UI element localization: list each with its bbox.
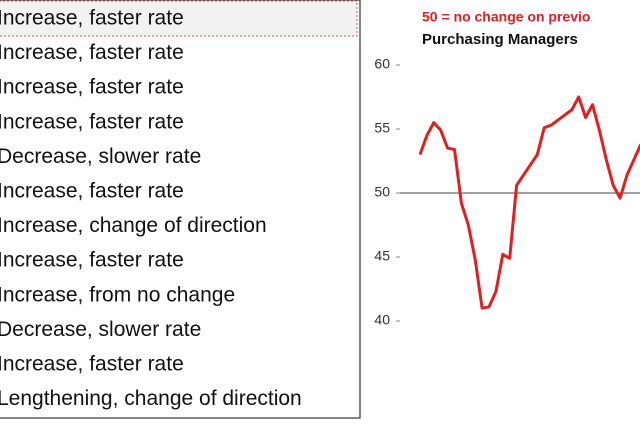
y-tick-label: 55 — [374, 120, 390, 136]
list-item[interactable]: Decrease, slower rate — [0, 318, 201, 341]
list-item[interactable]: Increase, faster rate — [0, 76, 184, 99]
y-tick-label: 60 — [374, 56, 390, 72]
list-box — [0, 0, 361, 419]
y-tick-label: 45 — [374, 248, 390, 264]
list-item[interactable]: Increase, faster rate — [0, 7, 184, 30]
list-item[interactable]: Increase, faster rate — [0, 249, 184, 272]
chart-subtitle: 50 = no change on previo — [422, 9, 590, 25]
y-tick-label: 50 — [374, 184, 390, 200]
list-item[interactable]: Increase, change of direction — [0, 214, 267, 237]
list-item[interactable]: Decrease, slower rate — [0, 145, 201, 168]
chart-title: Purchasing Managers — [422, 31, 578, 48]
list-item[interactable]: Increase, faster rate — [0, 180, 184, 203]
list-item[interactable]: Increase, faster rate — [0, 110, 184, 133]
list-item[interactable]: Lengthening, change of direction — [0, 387, 302, 410]
list: Increase, faster rate Increase, faster ra… — [0, 7, 302, 411]
list-item[interactable]: Increase, faster rate — [0, 41, 184, 64]
y-tick-label: 40 — [374, 312, 390, 328]
list-item[interactable]: Increase, faster rate — [0, 353, 184, 376]
data-line — [418, 95, 640, 310]
selected-item-highlight — [0, 0, 358, 37]
list-item[interactable]: Increase, from no change — [0, 283, 235, 306]
chart: 40 45 50 55 60 — [374, 56, 640, 328]
